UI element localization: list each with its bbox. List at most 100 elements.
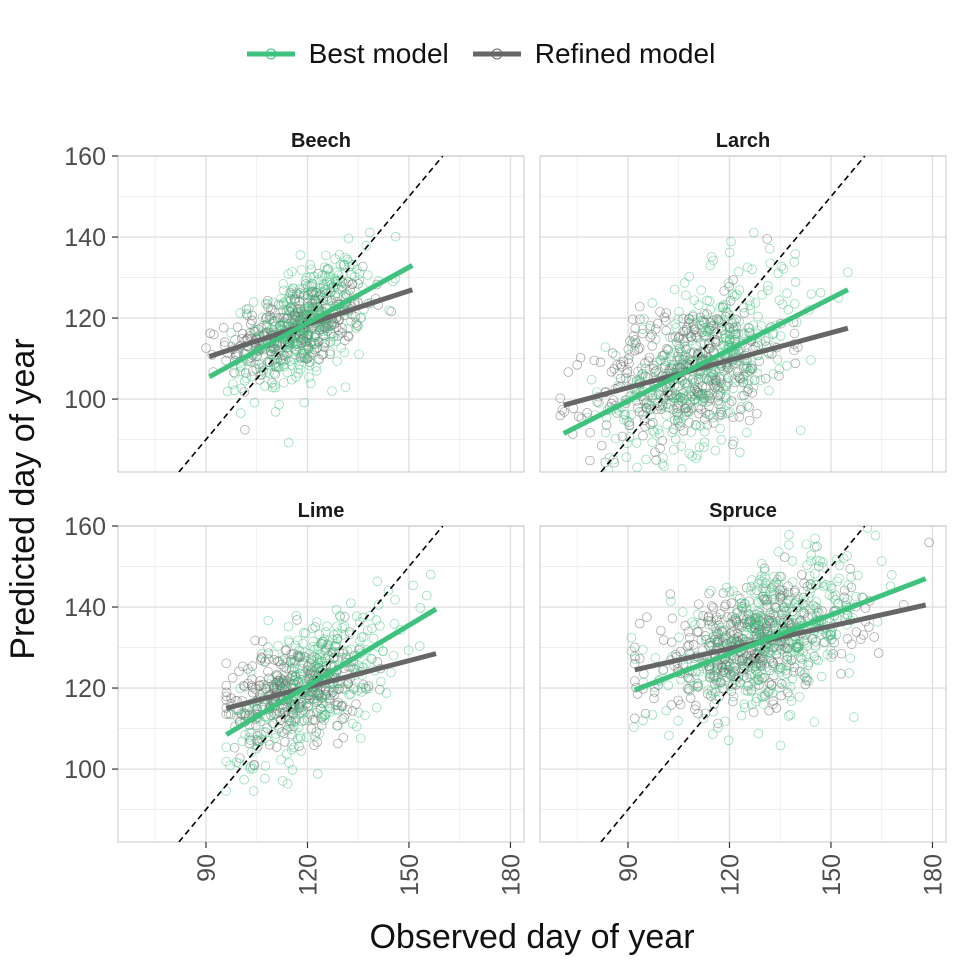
best-model-point <box>792 591 803 602</box>
refined-model-point <box>684 314 695 324</box>
best-model-point <box>751 693 762 703</box>
best-model-point <box>351 611 362 621</box>
best-model-point <box>696 316 707 326</box>
best-model-point <box>742 400 752 411</box>
best-model-point <box>336 343 346 353</box>
best-model-point <box>669 380 680 391</box>
best-model-point <box>726 236 736 247</box>
best-model-point <box>751 613 761 623</box>
best-model-point <box>278 278 289 289</box>
refined-model-point <box>609 363 620 374</box>
facet-title: Beech <box>291 130 351 152</box>
best-model-point <box>221 786 232 796</box>
best-model-point <box>711 314 722 325</box>
best-model-point <box>886 570 897 580</box>
refined-model-point <box>221 695 232 705</box>
facet-title: Spruce <box>709 500 777 522</box>
best-model-point <box>313 667 324 677</box>
best-model-point <box>763 281 773 291</box>
best-model-point <box>810 533 820 544</box>
refined-model-point <box>733 371 743 382</box>
best-model-point <box>274 362 284 373</box>
best-model-point <box>786 696 797 706</box>
best-model-point <box>610 433 621 444</box>
y-tick-label: 120 <box>64 305 106 333</box>
best-model-point <box>367 654 377 664</box>
best-model-point <box>295 652 306 663</box>
refined-model-point <box>779 552 790 563</box>
best-model-point <box>295 731 306 742</box>
best-model-point <box>748 320 759 331</box>
best-model-point <box>673 347 684 358</box>
refined-model-point <box>846 582 857 593</box>
best-model-point <box>679 341 690 352</box>
y-tick-label: 140 <box>64 594 106 622</box>
refined-model-point <box>312 737 323 747</box>
best-model-point <box>302 715 313 726</box>
best-model-point <box>818 562 828 573</box>
best-model-point <box>712 330 723 340</box>
refined-model-point <box>655 443 665 454</box>
best-model-point <box>234 758 244 768</box>
x-tick-label: 90 <box>193 854 221 882</box>
refined-model-point <box>800 679 811 690</box>
refined-model-point <box>267 304 278 315</box>
refined-model-point <box>721 631 731 641</box>
best-model-point <box>673 410 683 421</box>
best-model-point <box>365 227 375 238</box>
best-model-point <box>776 605 787 616</box>
best-model-point <box>593 398 604 408</box>
refined-model-point <box>771 703 782 713</box>
best-model-point <box>716 374 726 385</box>
best-model-point <box>630 654 641 664</box>
best-model-point <box>694 391 704 401</box>
best-model-point <box>824 590 835 600</box>
best-model-point <box>225 760 235 771</box>
refined-model-point <box>715 677 726 687</box>
best-model-point <box>347 718 358 729</box>
refined-model-point <box>649 693 659 704</box>
best-model-point <box>362 270 373 280</box>
best-model-point <box>249 397 260 408</box>
refined-model-point <box>839 585 850 596</box>
refined-model-point <box>220 337 230 347</box>
refined-model-point <box>627 314 638 325</box>
best-model-point <box>327 386 337 396</box>
best-model-point <box>321 627 331 637</box>
best-model-point <box>773 547 784 557</box>
best-model-point <box>715 315 726 326</box>
best-model-point <box>794 600 804 611</box>
best-model-point <box>723 735 734 746</box>
best-model-point <box>716 614 727 625</box>
best-model-point <box>732 591 743 601</box>
best-model-point <box>672 355 682 366</box>
refined-model-point <box>638 430 648 441</box>
best-model-point <box>631 438 642 448</box>
best-model-point <box>743 375 754 386</box>
best-model-point <box>362 625 373 636</box>
best-model-point <box>724 664 734 675</box>
best-model-point <box>346 316 356 327</box>
legend-label-refined: Refined model <box>534 38 716 69</box>
best-model-point <box>421 590 432 601</box>
best-model-point <box>251 327 261 337</box>
best-model-point <box>342 254 353 265</box>
best-model-point <box>293 677 303 687</box>
best-model-point <box>303 331 314 341</box>
refined-model-point <box>221 687 232 698</box>
best-model-point <box>298 638 308 649</box>
refined-model-point <box>721 599 731 610</box>
best-model-point <box>801 539 812 550</box>
best-model-point <box>756 691 767 702</box>
y-tick-label: 120 <box>64 675 106 703</box>
best-model-point <box>745 300 756 311</box>
best-model-fit-line <box>633 576 927 693</box>
best-model-point <box>336 653 347 663</box>
refined-model-point <box>642 612 652 622</box>
best-model-point <box>294 360 304 370</box>
best-model-point <box>619 414 629 425</box>
best-model-point <box>794 639 804 650</box>
best-model-point <box>289 666 299 676</box>
refined-model-point <box>240 424 250 435</box>
best-model-point <box>326 647 337 658</box>
